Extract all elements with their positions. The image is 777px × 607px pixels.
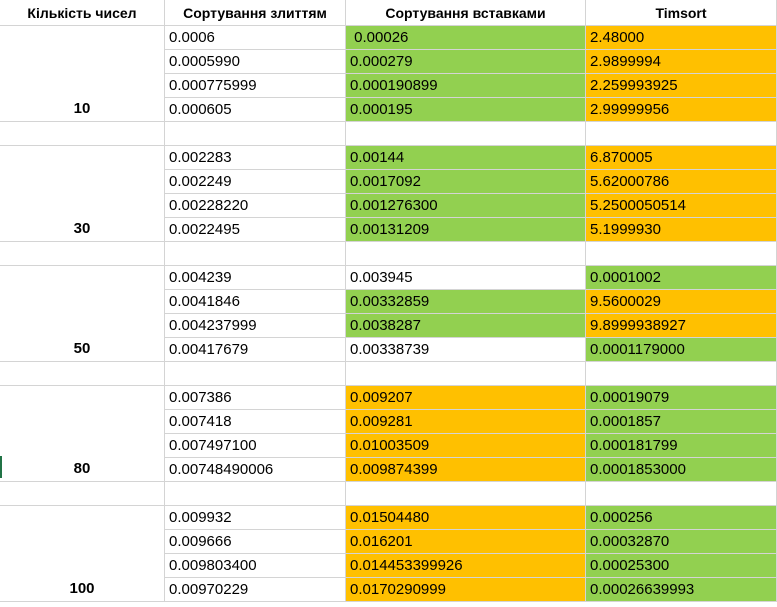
table-cell[interactable]: 0.00748490006 <box>165 458 346 482</box>
table-cell[interactable]: 0.009666 <box>165 530 346 554</box>
table-cell[interactable]: 0.001276300 <box>346 194 586 218</box>
table-cell[interactable]: 0.0041846 <box>165 290 346 314</box>
table-cell[interactable]: 9.5600029 <box>586 290 777 314</box>
table-cell[interactable]: 0.01504480 <box>346 506 586 530</box>
column-header[interactable]: Кількість чисел <box>0 0 165 26</box>
table-cell[interactable]: 0.0022495 <box>165 218 346 242</box>
table-cell[interactable]: 2.48000 <box>586 26 777 50</box>
table-cell[interactable]: 0.002283 <box>165 146 346 170</box>
table-cell[interactable]: 0.0038287 <box>346 314 586 338</box>
table-cell[interactable]: 0.00338739 <box>346 338 586 362</box>
empty-cell[interactable] <box>346 122 586 146</box>
table-cell[interactable]: 0.0001179000 <box>586 338 777 362</box>
table-cell[interactable]: 0.003945 <box>346 266 586 290</box>
column-header[interactable]: Timsort <box>586 0 777 26</box>
column-header[interactable]: Сортування вставками <box>346 0 586 26</box>
table-cell[interactable]: 0.009874399 <box>346 458 586 482</box>
table-cell[interactable]: 0.0006 <box>165 26 346 50</box>
table-cell[interactable]: 9.8999938927 <box>586 314 777 338</box>
empty-cell[interactable] <box>0 122 165 146</box>
table-cell[interactable]: 0.009207 <box>346 386 586 410</box>
table-cell[interactable]: 2.259993925 <box>586 74 777 98</box>
table-cell[interactable]: 0.009932 <box>165 506 346 530</box>
table-cell[interactable]: 0.00026 <box>346 26 586 50</box>
table-cell[interactable]: 0.014453399926 <box>346 554 586 578</box>
table-cell[interactable]: 0.009803400 <box>165 554 346 578</box>
empty-cell[interactable] <box>586 362 777 386</box>
table-cell[interactable]: 0.01003509 <box>346 434 586 458</box>
empty-cell[interactable] <box>165 362 346 386</box>
empty-cell[interactable] <box>0 242 165 266</box>
empty-cell[interactable] <box>586 122 777 146</box>
table-cell[interactable]: 0.007386 <box>165 386 346 410</box>
table-cell[interactable]: 0.00032870 <box>586 530 777 554</box>
table-cell[interactable]: 0.00025300 <box>586 554 777 578</box>
empty-cell[interactable] <box>165 122 346 146</box>
table-cell[interactable]: 0.00131209 <box>346 218 586 242</box>
table-cell[interactable]: 0.004239 <box>165 266 346 290</box>
empty-cell[interactable] <box>0 362 165 386</box>
table-cell[interactable]: 5.62000786 <box>586 170 777 194</box>
table-cell[interactable]: 0.007497100 <box>165 434 346 458</box>
table-cell[interactable]: 2.9899994 <box>586 50 777 74</box>
table-cell[interactable]: 5.1999930 <box>586 218 777 242</box>
table-cell[interactable]: 0.00228220 <box>165 194 346 218</box>
table-cell[interactable]: 0.002249 <box>165 170 346 194</box>
table-cell[interactable]: 0.0017092 <box>346 170 586 194</box>
empty-cell[interactable] <box>0 482 165 506</box>
table-cell[interactable]: 0.00417679 <box>165 338 346 362</box>
table-cell[interactable]: 6.870005 <box>586 146 777 170</box>
empty-cell[interactable] <box>346 362 586 386</box>
empty-cell[interactable] <box>165 482 346 506</box>
empty-cell[interactable] <box>586 482 777 506</box>
table-cell[interactable]: 0.00970229 <box>165 578 346 602</box>
table-cell[interactable]: 0.007418 <box>165 410 346 434</box>
table-cell[interactable]: 0.0170290999 <box>346 578 586 602</box>
table-cell[interactable]: 0.00144 <box>346 146 586 170</box>
table-cell[interactable]: 0.0001002 <box>586 266 777 290</box>
count-cell[interactable]: 50 <box>0 266 165 362</box>
table-cell[interactable]: 0.00026639993 <box>586 578 777 602</box>
table-cell[interactable]: 0.0005990 <box>165 50 346 74</box>
table-cell[interactable]: 0.000605 <box>165 98 346 122</box>
count-cell[interactable]: 80 <box>0 386 165 482</box>
empty-cell[interactable] <box>165 242 346 266</box>
table-cell[interactable]: 0.00019079 <box>586 386 777 410</box>
table-cell[interactable]: 0.000256 <box>586 506 777 530</box>
table-cell[interactable]: 0.009281 <box>346 410 586 434</box>
table-cell[interactable]: 0.000195 <box>346 98 586 122</box>
table-cell[interactable]: 2.99999956 <box>586 98 777 122</box>
table-cell[interactable]: 0.0001857 <box>586 410 777 434</box>
table-cell[interactable]: 0.0001853000 <box>586 458 777 482</box>
table-cell[interactable]: 0.016201 <box>346 530 586 554</box>
table-cell[interactable]: 0.000279 <box>346 50 586 74</box>
table-cell[interactable]: 5.2500050514 <box>586 194 777 218</box>
table-cell[interactable]: 0.00332859 <box>346 290 586 314</box>
count-cell[interactable]: 10 <box>0 26 165 122</box>
table-cell[interactable]: 0.000181799 <box>586 434 777 458</box>
table-cell[interactable]: 0.004237999 <box>165 314 346 338</box>
row-selection-marker <box>0 456 2 478</box>
table-cell[interactable]: 0.000190899 <box>346 74 586 98</box>
column-header[interactable]: Сортування злиттям <box>165 0 346 26</box>
empty-cell[interactable] <box>346 482 586 506</box>
empty-cell[interactable] <box>346 242 586 266</box>
empty-cell[interactable] <box>586 242 777 266</box>
table-cell[interactable]: 0.000775999 <box>165 74 346 98</box>
count-cell[interactable]: 30 <box>0 146 165 242</box>
count-cell[interactable]: 100 <box>0 506 165 602</box>
